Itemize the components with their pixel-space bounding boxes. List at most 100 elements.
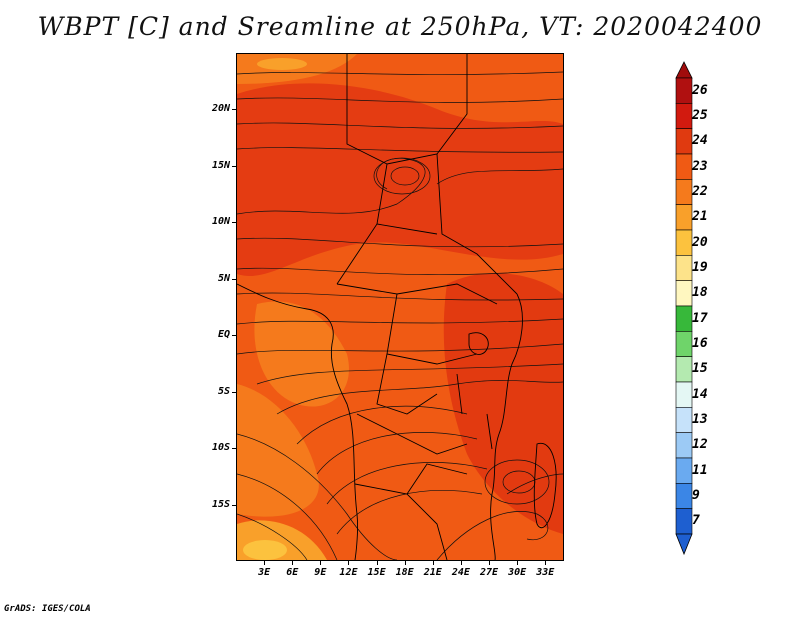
colorbar-swatch — [675, 77, 693, 104]
lat-tick-mark — [232, 109, 236, 111]
lat-tick-label: 20N — [211, 103, 230, 115]
lon-tick-mark — [460, 561, 462, 565]
streamline — [237, 343, 563, 355]
madagascar — [533, 442, 557, 529]
border — [376, 353, 438, 415]
colorbar-label: 24 — [692, 133, 708, 149]
lon-tick-label: 30E — [508, 567, 527, 578]
colorbar-swatch — [675, 229, 693, 256]
lon-tick-label: 27E — [479, 567, 499, 578]
streamline — [237, 158, 426, 215]
colorbar-swatch — [675, 381, 693, 408]
vortex-north — [373, 157, 431, 195]
colorbar-label: 14 — [692, 386, 708, 402]
border — [346, 54, 468, 165]
colorbar-swatch — [675, 179, 693, 205]
colorbar-swatch — [675, 457, 693, 484]
lat-tick-label: 5N — [217, 272, 230, 284]
streamline — [506, 473, 563, 495]
colorbar-bottom-arrow — [675, 533, 693, 556]
streamline — [237, 147, 563, 153]
border — [376, 223, 438, 235]
lat-tick-label: 15S — [211, 498, 230, 510]
streamline — [436, 168, 563, 185]
streamline — [237, 97, 563, 103]
chart-title: WBPT [C] and Sreamline at 250hPa, VT: 20… — [37, 12, 763, 41]
streamline — [276, 380, 563, 415]
lon-tick-label: 12E — [339, 567, 358, 578]
colorbar-label: 15 — [692, 361, 708, 377]
colorbar-label: 18 — [692, 285, 708, 301]
streamline — [336, 490, 483, 535]
shade-21-spot — [243, 540, 287, 560]
colorbar-label: 22 — [692, 184, 708, 199]
shade-23-north — [237, 83, 563, 277]
lake-malawi — [486, 413, 493, 450]
colorbar-swatch — [675, 280, 693, 307]
country-borders — [237, 54, 557, 560]
coastline-west — [237, 283, 358, 560]
streamline — [256, 363, 563, 385]
streamline — [237, 71, 563, 75]
lat-tick-label: 15N — [211, 159, 230, 171]
colorbar-swatch — [675, 153, 693, 180]
lon-tick-label: 3E — [258, 567, 271, 578]
lat-tick-mark — [232, 222, 236, 224]
colorbar-label: 13 — [692, 412, 708, 427]
streamline — [237, 473, 338, 560]
lon-tick-label: 15E — [367, 567, 386, 578]
streamline — [237, 237, 563, 248]
lon-tick-mark — [320, 561, 322, 565]
colorbar-label: 9 — [692, 488, 700, 503]
streamline — [237, 292, 563, 301]
colorbar-label: 12 — [692, 437, 708, 453]
lat-tick-mark — [232, 278, 236, 280]
lon-tick-mark — [264, 561, 266, 565]
lat-tick-label: EQ — [217, 329, 230, 341]
lat-tick-label: 10S — [211, 442, 230, 454]
streamline — [237, 122, 563, 129]
colorbar-swatch — [675, 508, 693, 535]
border — [406, 463, 468, 495]
lon-tick-label: 9E — [314, 567, 327, 578]
border — [356, 413, 468, 455]
lat-tick-label: 5S — [217, 385, 230, 397]
colorbar-swatch — [675, 356, 693, 383]
lat-tick-mark — [232, 165, 236, 167]
shade-21-top-spot — [257, 58, 307, 70]
border — [336, 283, 498, 305]
border — [386, 293, 478, 365]
lat-tick-mark — [232, 448, 236, 450]
lon-tick-label: 33E — [536, 567, 555, 578]
streamline — [436, 511, 549, 560]
lon-tick-label: 21E — [423, 567, 442, 578]
streamline — [237, 433, 398, 560]
streamlines — [237, 71, 563, 560]
shade-22-southwest — [237, 384, 319, 517]
lake-victoria — [468, 332, 489, 355]
colorbar-swatch — [675, 204, 693, 231]
border — [354, 483, 448, 560]
lon-tick-mark — [292, 561, 294, 565]
colorbar-label: 20 — [692, 234, 708, 250]
wbpt-map — [237, 54, 563, 560]
colorbar-label: 11 — [692, 462, 708, 478]
coastline-east — [490, 293, 523, 560]
colorbar-label: 25 — [692, 108, 708, 123]
colorbar-label: 19 — [692, 260, 708, 275]
streamline — [296, 405, 468, 445]
lon-tick-mark — [348, 561, 350, 565]
colorbar-label: 17 — [692, 310, 708, 326]
lake-tanganyika — [456, 373, 463, 415]
colorbar-label: 26 — [692, 82, 708, 98]
colorbar-swatch — [675, 432, 693, 459]
lon-tick-mark — [545, 561, 547, 565]
map-panel — [236, 53, 564, 561]
lon-tick-mark — [489, 561, 491, 565]
lon-tick-mark — [376, 561, 378, 565]
vortex-north-inner — [390, 166, 420, 186]
lat-tick-mark — [232, 335, 236, 337]
colorbar-swatch — [675, 103, 693, 129]
colorbar-swatch — [675, 128, 693, 155]
lon-tick-label: 24E — [451, 567, 470, 578]
